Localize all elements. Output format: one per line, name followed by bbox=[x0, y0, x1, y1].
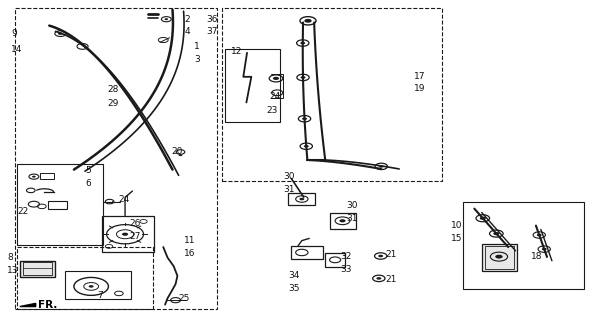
Text: 22: 22 bbox=[17, 207, 28, 216]
Text: 3: 3 bbox=[194, 55, 200, 64]
Circle shape bbox=[495, 255, 503, 259]
Text: 15: 15 bbox=[451, 234, 463, 243]
Bar bbox=[325, 253, 345, 267]
Text: 24: 24 bbox=[270, 92, 281, 101]
Circle shape bbox=[339, 219, 346, 222]
Bar bbox=[330, 213, 356, 229]
Text: 19: 19 bbox=[414, 84, 426, 93]
Text: 30: 30 bbox=[346, 201, 358, 210]
Text: 33: 33 bbox=[340, 265, 352, 274]
Bar bbox=[17, 247, 153, 309]
Bar bbox=[15, 8, 217, 309]
Text: 7: 7 bbox=[97, 292, 103, 300]
Text: 23: 23 bbox=[266, 106, 277, 115]
Circle shape bbox=[480, 217, 486, 220]
Text: 28: 28 bbox=[108, 85, 119, 94]
Text: 10: 10 bbox=[451, 221, 463, 230]
Text: 4: 4 bbox=[185, 28, 190, 36]
Polygon shape bbox=[20, 303, 36, 307]
Circle shape bbox=[302, 117, 307, 120]
Circle shape bbox=[376, 277, 381, 280]
Text: 20: 20 bbox=[171, 147, 182, 156]
Text: 36: 36 bbox=[206, 15, 218, 24]
Text: 1: 1 bbox=[194, 42, 200, 51]
Text: 26: 26 bbox=[129, 219, 140, 228]
Bar bbox=[40, 173, 54, 179]
Text: 8: 8 bbox=[7, 253, 13, 262]
Text: 13: 13 bbox=[7, 266, 19, 275]
Text: 30: 30 bbox=[283, 172, 295, 181]
Circle shape bbox=[542, 248, 547, 250]
Text: 2: 2 bbox=[185, 15, 190, 24]
Text: 17: 17 bbox=[414, 72, 426, 81]
Bar bbox=[17, 164, 103, 245]
Bar bbox=[482, 244, 517, 271]
Circle shape bbox=[493, 232, 500, 235]
Text: 9: 9 bbox=[11, 29, 17, 38]
Bar bbox=[65, 271, 131, 299]
Circle shape bbox=[379, 165, 384, 168]
Text: 16: 16 bbox=[184, 249, 195, 258]
Text: 21: 21 bbox=[385, 250, 396, 259]
Text: 29: 29 bbox=[108, 99, 119, 108]
Text: 6: 6 bbox=[85, 179, 91, 188]
Text: 37: 37 bbox=[206, 28, 218, 36]
Circle shape bbox=[378, 255, 383, 257]
Circle shape bbox=[304, 145, 309, 148]
Text: 27: 27 bbox=[129, 232, 140, 241]
Bar bbox=[225, 49, 280, 122]
Text: 21: 21 bbox=[385, 275, 396, 284]
Circle shape bbox=[89, 285, 94, 288]
Bar bbox=[463, 202, 584, 289]
Circle shape bbox=[301, 42, 306, 44]
Text: FR.: FR. bbox=[38, 300, 57, 310]
Circle shape bbox=[32, 176, 36, 178]
Bar bbox=[222, 8, 442, 181]
Text: 24: 24 bbox=[118, 195, 129, 204]
Text: 31: 31 bbox=[346, 214, 358, 223]
Text: 5: 5 bbox=[85, 166, 91, 175]
Bar bbox=[23, 262, 52, 275]
Bar bbox=[102, 216, 154, 252]
Text: 14: 14 bbox=[11, 45, 22, 54]
Text: 18: 18 bbox=[531, 252, 543, 261]
Circle shape bbox=[164, 18, 168, 20]
Bar bbox=[485, 246, 514, 269]
Text: 11: 11 bbox=[184, 236, 195, 245]
Circle shape bbox=[304, 19, 312, 23]
Circle shape bbox=[299, 198, 304, 200]
Bar bbox=[288, 193, 315, 205]
Text: 31: 31 bbox=[283, 185, 295, 194]
Text: 32: 32 bbox=[340, 252, 351, 261]
Circle shape bbox=[273, 77, 279, 80]
Bar bbox=[48, 201, 67, 209]
Bar bbox=[291, 246, 323, 259]
Circle shape bbox=[179, 154, 182, 156]
Circle shape bbox=[122, 233, 128, 236]
Text: 12: 12 bbox=[231, 47, 242, 56]
Bar bbox=[20, 261, 55, 277]
Text: 34: 34 bbox=[288, 271, 299, 280]
Circle shape bbox=[58, 32, 63, 35]
Text: 35: 35 bbox=[288, 284, 300, 293]
Text: 25: 25 bbox=[179, 294, 190, 303]
Circle shape bbox=[537, 234, 541, 236]
Circle shape bbox=[301, 76, 306, 79]
